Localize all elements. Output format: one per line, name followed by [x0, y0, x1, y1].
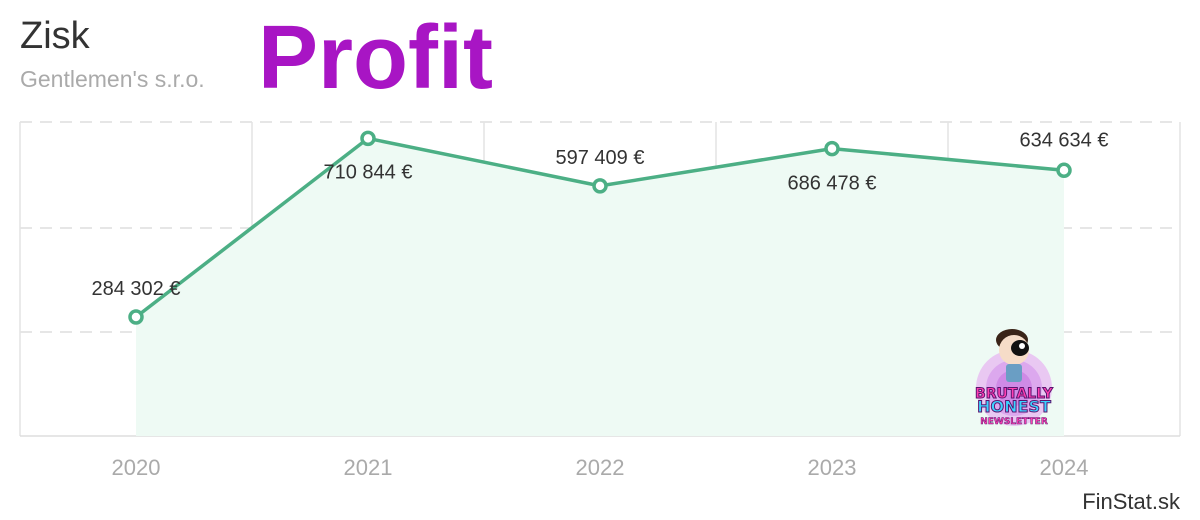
data-label-2022: 597 409 €: [556, 147, 645, 169]
source-label: FinStat.sk: [1082, 489, 1180, 514]
x-tick-2023: 2023: [808, 455, 857, 480]
badge-line3: NEWSLETTER: [980, 417, 1048, 427]
chart-title: Zisk: [20, 15, 90, 57]
data-point-2021: [360, 130, 376, 147]
data-point-2020: [128, 309, 144, 325]
profit-overlay-text: Profit: [258, 8, 493, 108]
x-tick-2022: 2022: [576, 455, 625, 480]
data-label-2020: 284 302 €: [92, 278, 181, 300]
x-tick-labels-layer: 2020 2021 2022 2023 2024: [112, 455, 1089, 480]
badge-line1: BRUTALLY: [975, 386, 1054, 402]
x-tick-2021: 2021: [344, 455, 393, 480]
data-point-2024: [1056, 162, 1072, 179]
points-layer: [128, 130, 1072, 325]
data-point-2023: [824, 140, 840, 157]
badge-line2: HONEST: [977, 397, 1051, 416]
x-tick-2020: 2020: [112, 455, 161, 480]
data-label-2024: 634 634 €: [1020, 129, 1109, 151]
area-fill: [136, 138, 1064, 436]
data-point-2022: [592, 178, 608, 194]
chart-subtitle: Gentlemen's s.r.o.: [20, 66, 205, 92]
data-label-2021: 710 844 €: [324, 161, 413, 183]
x-tick-2024: 2024: [1040, 455, 1089, 480]
brutally-honest-newsletter-logo: BRUTALLY HONEST NEWSLETTER: [975, 329, 1054, 427]
data-labels-layer: 284 302 € 710 844 € 597 409 € 686 478 € 634 …: [92, 129, 1109, 300]
data-label-2023: 686 478 €: [788, 173, 877, 195]
